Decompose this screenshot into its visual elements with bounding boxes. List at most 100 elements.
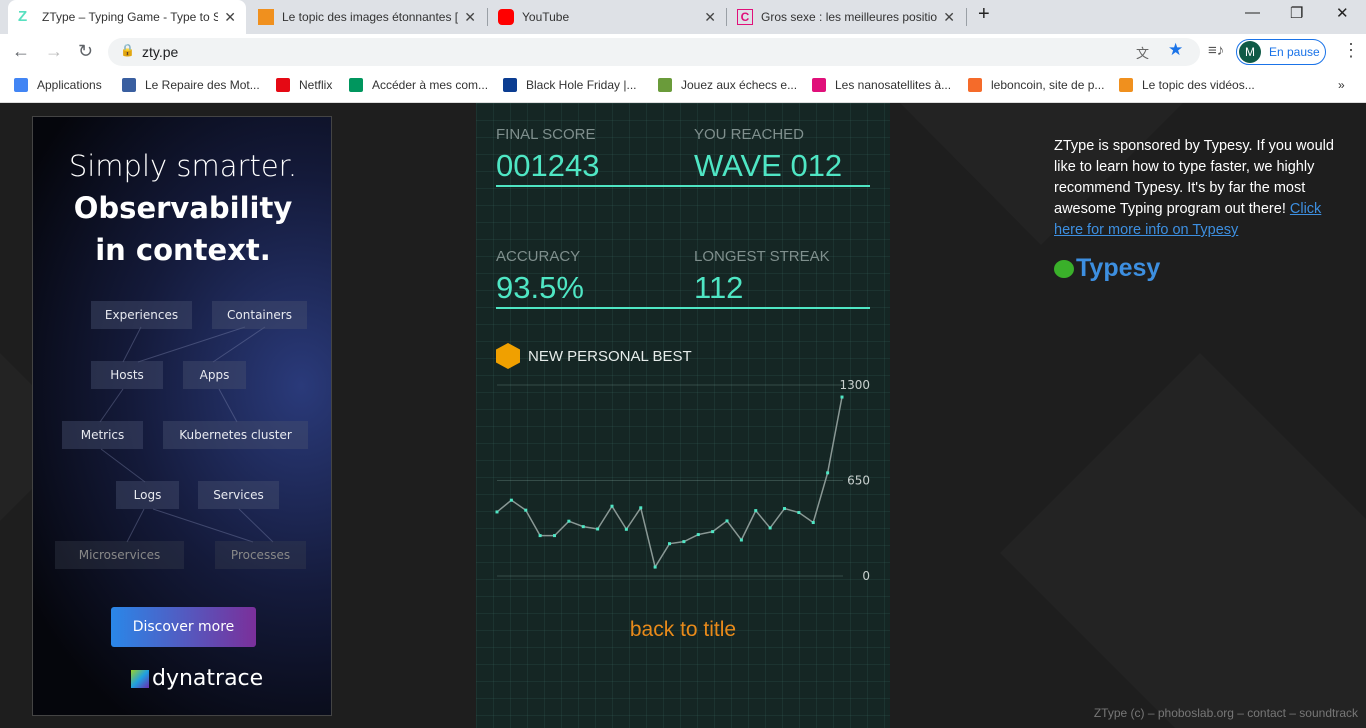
ad-node: Microservices xyxy=(55,541,184,569)
typesy-logo-icon xyxy=(1054,259,1074,278)
bookmark-favicon-icon xyxy=(968,78,982,92)
bookmark-item[interactable]: Jouez aux échecs e... xyxy=(658,78,797,92)
sponsor-text: ZType is sponsored by Typesy. If you wou… xyxy=(1054,136,1344,241)
ad-node: Kubernetes cluster xyxy=(163,421,308,449)
y-tick-label: 1300 xyxy=(839,378,870,392)
page-content: Simply smarter. Observability in context… xyxy=(0,103,1366,728)
data-point xyxy=(639,506,643,510)
data-point xyxy=(682,540,686,544)
restore-button[interactable]: ❐ xyxy=(1290,5,1304,22)
bookmark-favicon-icon xyxy=(503,78,517,92)
data-point xyxy=(768,526,772,530)
back-to-title-button[interactable]: back to title xyxy=(629,618,737,641)
data-point xyxy=(840,395,844,399)
forward-icon[interactable]: → xyxy=(45,41,63,61)
divider xyxy=(496,185,870,187)
more-bookmarks-button[interactable]: » xyxy=(1338,78,1345,92)
back-icon[interactable]: ← xyxy=(12,41,30,61)
data-point xyxy=(739,538,743,542)
tab-gros[interactable]: C Gros sexe : les meilleures position ✕ xyxy=(727,0,965,34)
tab-title: YouTube xyxy=(522,10,570,24)
bookmark-item[interactable]: Le topic des vidéos... xyxy=(1119,78,1255,92)
media-control-icon[interactable]: ≡♪ xyxy=(1208,42,1225,59)
bookmark-favicon-icon xyxy=(122,78,136,92)
profile-button[interactable]: M En pause xyxy=(1236,39,1326,65)
data-point xyxy=(610,504,614,508)
data-point xyxy=(711,530,715,534)
background-shape xyxy=(900,103,1183,245)
ad-node: Experiences xyxy=(91,301,192,329)
tab-youtube[interactable]: YouTube ✕ xyxy=(488,0,726,34)
typesy-link[interactable]: Click here for more info on Typesy xyxy=(1054,201,1322,238)
close-window-button[interactable]: ✕ xyxy=(1336,5,1349,22)
footer-links[interactable]: ZType (c) – phoboslab.org – contact – so… xyxy=(1093,706,1358,720)
wave-value: WAVE 012 xyxy=(694,148,843,183)
bookmark-item[interactable]: Applications xyxy=(14,78,102,92)
streak-label: LONGEST STREAK xyxy=(694,248,830,265)
bookmark-item[interactable]: leboncoin, site de p... xyxy=(968,78,1104,92)
discover-more-button[interactable]: Discover more xyxy=(111,607,256,647)
close-tab-icon[interactable]: ✕ xyxy=(704,8,716,25)
data-point xyxy=(826,471,830,475)
tab-title: Gros sexe : les meilleures position xyxy=(761,10,938,24)
address-bar[interactable]: 🔒 zty.pe 文 ★ xyxy=(108,38,1200,66)
data-point xyxy=(596,527,600,531)
bookmark-favicon-icon xyxy=(658,78,672,92)
dynatrace-logo-icon xyxy=(131,669,149,688)
avatar: M xyxy=(1239,41,1261,63)
game-canvas[interactable]: FINAL SCORE 001243 YOU REACHED WAVE 012 … xyxy=(476,103,890,728)
translate-icon[interactable]: 文 xyxy=(1136,46,1150,61)
bookmark-item[interactable]: Les nanosatellites à... xyxy=(812,78,951,92)
reload-icon[interactable]: ↻ xyxy=(78,41,94,61)
close-tab-icon[interactable]: ✕ xyxy=(464,8,476,25)
ztype-favicon: Z xyxy=(18,8,28,25)
bookmark-item[interactable]: Netflix xyxy=(276,78,332,92)
minimize-button[interactable]: — xyxy=(1245,4,1260,21)
lock-icon: 🔒 xyxy=(120,43,135,57)
data-point xyxy=(783,507,786,511)
data-point xyxy=(696,533,700,537)
score-chart: 1300 650 0 xyxy=(495,378,870,583)
close-tab-icon[interactable]: ✕ xyxy=(224,8,236,25)
data-point xyxy=(581,525,585,529)
dynatrace-ad[interactable]: Simply smarter. Observability in context… xyxy=(32,116,332,716)
bookmark-label: Netflix xyxy=(299,78,333,92)
ad-node: Apps xyxy=(183,361,246,389)
new-tab-button[interactable]: + xyxy=(978,3,990,25)
bookmark-item[interactable]: Black Hole Friday |... xyxy=(503,78,636,92)
tab-title: Le topic des images étonnantes [ xyxy=(282,10,459,24)
ad-headline-bold: in context. xyxy=(95,233,271,267)
ad-node: Processes xyxy=(215,541,306,569)
personal-best: NEW PERSONAL BEST xyxy=(496,343,692,369)
sponsor-body: ZType is sponsored by Typesy. If you wou… xyxy=(1054,138,1334,217)
ad-node: Containers xyxy=(212,301,307,329)
personal-best-text: NEW PERSONAL BEST xyxy=(528,347,692,365)
close-tab-icon[interactable]: ✕ xyxy=(943,8,955,25)
data-point xyxy=(725,519,729,523)
ad-node: Metrics xyxy=(62,421,143,449)
final-score-label: FINAL SCORE xyxy=(496,126,596,143)
score-line xyxy=(496,396,843,569)
dynatrace-logo: dynatrace xyxy=(131,666,263,691)
bookmark-label: Le Repaire des Mot... xyxy=(145,78,260,92)
data-point xyxy=(495,510,499,514)
data-point xyxy=(567,519,571,523)
jvc-favicon xyxy=(258,9,274,25)
tab-divider xyxy=(487,8,488,26)
bookmark-item[interactable]: Accéder à mes com... xyxy=(349,78,488,92)
typesy-logo[interactable]: Typesy xyxy=(1054,254,1160,283)
menu-icon[interactable]: ⋮ xyxy=(1342,40,1360,60)
divider xyxy=(496,307,870,309)
data-point xyxy=(754,509,758,513)
data-point xyxy=(538,534,542,538)
url-text[interactable]: zty.pe xyxy=(142,44,179,60)
bookmark-label: Le topic des vidéos... xyxy=(1142,78,1255,92)
tab-ztype[interactable]: Z ZType – Typing Game - Type to S ✕ xyxy=(8,0,246,34)
bookmark-star-icon[interactable]: ★ xyxy=(1168,40,1184,59)
tab-divider xyxy=(966,8,967,26)
bookmark-label: Applications xyxy=(37,78,102,92)
bookmark-favicon-icon xyxy=(14,78,28,92)
tab-topic-images[interactable]: Le topic des images étonnantes [ ✕ xyxy=(248,0,486,34)
y-tick-label: 0 xyxy=(862,569,870,583)
bookmark-item[interactable]: Le Repaire des Mot... xyxy=(122,78,260,92)
